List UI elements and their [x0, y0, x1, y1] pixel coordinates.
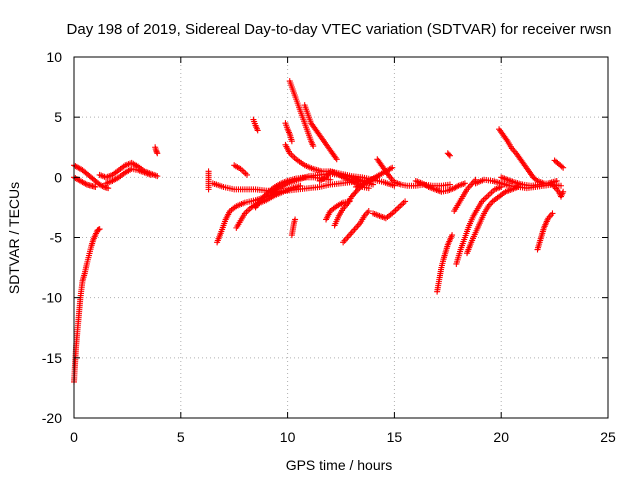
- data-point: [387, 165, 394, 172]
- data-point: [154, 173, 161, 180]
- data-point: [261, 193, 268, 200]
- series-arc-01: [71, 226, 103, 385]
- data-point: [292, 216, 299, 223]
- series-arc-25: [370, 198, 409, 222]
- data-point: [92, 183, 99, 190]
- data-point: [262, 191, 269, 198]
- y-tick-label: -10: [42, 290, 62, 306]
- data-point: [96, 226, 103, 233]
- data-point: [560, 164, 567, 171]
- data-point: [95, 226, 102, 233]
- series-arc-09: [214, 189, 280, 246]
- data-point: [461, 180, 468, 187]
- series-arc-15: [282, 120, 295, 145]
- data-point: [99, 183, 106, 190]
- data-point: [446, 181, 453, 188]
- data-point: [402, 198, 409, 205]
- data-point: [105, 185, 112, 192]
- data-point: [533, 176, 540, 183]
- data-point: [258, 195, 265, 202]
- data-point: [327, 176, 334, 183]
- data-point: [351, 190, 358, 197]
- data-point: [449, 232, 456, 239]
- data-point: [446, 152, 453, 159]
- data-marks: [71, 78, 567, 385]
- data-point: [550, 182, 557, 189]
- x-axis-label: GPS time / hours: [286, 457, 393, 473]
- grid: [74, 57, 608, 418]
- series-arc-19: [301, 102, 340, 163]
- y-tick-label: -5: [50, 230, 63, 246]
- series-arc-37: [547, 180, 567, 200]
- series-arc-23: [340, 208, 372, 246]
- data-point: [205, 186, 212, 193]
- data-point: [445, 151, 452, 158]
- y-tick-label: 0: [54, 169, 62, 185]
- data-point: [260, 194, 267, 201]
- series-arc-36: [534, 210, 556, 253]
- y-tick-label: -15: [42, 350, 62, 366]
- data-point: [244, 171, 251, 178]
- data-point: [560, 188, 567, 195]
- y-axis-label: SDTVAR / TECUs: [6, 182, 22, 294]
- series-arc-28: [444, 150, 453, 159]
- x-tick-label: 20: [493, 429, 509, 445]
- data-point: [353, 187, 360, 194]
- y-tick-label: 5: [54, 109, 62, 125]
- data-point: [297, 182, 304, 189]
- series-arc-38: [551, 157, 567, 171]
- series-arc-31: [453, 183, 505, 267]
- data-point: [389, 164, 396, 171]
- data-point: [365, 185, 372, 192]
- x-tick-label: 10: [280, 429, 296, 445]
- series-arc-18: [288, 216, 299, 239]
- data-point: [147, 171, 154, 178]
- data-point: [558, 182, 565, 189]
- series-arc-27: [412, 177, 468, 195]
- x-tick-label: 15: [387, 429, 403, 445]
- data-point: [558, 163, 565, 170]
- series-arc-06: [152, 144, 161, 157]
- axis-ticks: 0 5 10 15 20 25 -20 -15 -10 -5 0 5 10: [42, 49, 616, 445]
- data-point: [288, 138, 295, 145]
- data-point: [553, 177, 560, 184]
- data-point: [454, 183, 461, 190]
- data-point: [333, 156, 340, 163]
- chart-title: Day 198 of 2019, Sidereal Day-to-day VTE…: [67, 21, 612, 38]
- y-tick-label: 10: [46, 49, 62, 65]
- series-arc-12: [250, 116, 261, 134]
- series-arc-02: [71, 162, 112, 192]
- series-arc-10: [233, 182, 304, 231]
- series-arc-29: [434, 232, 456, 295]
- data-point: [254, 127, 261, 134]
- data-point: [365, 208, 372, 215]
- series-arc-07: [205, 168, 212, 193]
- data-point: [348, 193, 355, 200]
- data-point: [349, 192, 356, 199]
- data-point: [549, 210, 556, 217]
- series-arc-11: [231, 162, 251, 178]
- x-tick-label: 25: [600, 429, 616, 445]
- x-tick-label: 5: [177, 429, 185, 445]
- series-arc-05: [103, 165, 154, 187]
- data-point: [82, 180, 89, 187]
- y-tick-label: -20: [42, 410, 62, 426]
- data-point: [154, 150, 161, 157]
- x-tick-label: 0: [70, 429, 78, 445]
- series-arc-17: [286, 78, 317, 150]
- data-point: [310, 143, 317, 150]
- data-point: [352, 189, 359, 196]
